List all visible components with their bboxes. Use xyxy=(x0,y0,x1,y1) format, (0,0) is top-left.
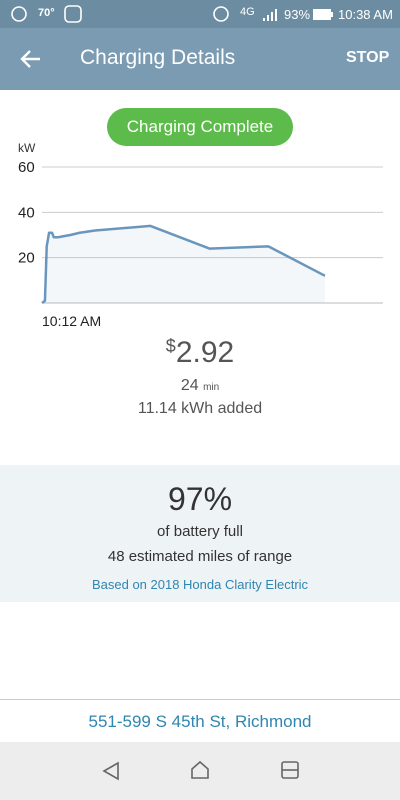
y-tick-label: 60 xyxy=(18,159,35,176)
y-tick-label: 40 xyxy=(18,204,35,221)
battery-label: of battery full xyxy=(157,523,243,540)
battery-icon xyxy=(313,9,333,20)
nav-bar xyxy=(0,742,400,800)
status-icon xyxy=(11,6,27,22)
status-bar: 70° 4G 93% 10:38 AM xyxy=(0,0,400,28)
area-fill xyxy=(42,225,325,303)
y-tick-label: 20 xyxy=(18,250,35,267)
currency: $ xyxy=(165,336,176,356)
cost: $2.92 xyxy=(0,336,400,370)
range: 48 estimated miles of range xyxy=(107,548,293,565)
network: 4G xyxy=(240,6,255,18)
stop-button[interactable]: STOP xyxy=(346,49,390,66)
duration: 24 min xyxy=(0,377,400,395)
status-pill: Charging Complete xyxy=(107,108,293,146)
x-tick-label: 10:12 AM xyxy=(42,313,101,329)
axis-label: kW xyxy=(18,141,36,155)
chart: kW 20 40 60 10:12 AM xyxy=(18,141,383,329)
energy: 11.14 kWh added xyxy=(137,400,263,417)
battery-level: 93% xyxy=(284,7,311,22)
duration-value: 24 xyxy=(180,377,199,394)
duration-unit: min xyxy=(203,382,220,393)
vehicle-link[interactable]: Based on 2018 Honda Clarity Electric xyxy=(91,577,309,592)
battery-percent: 97% xyxy=(167,481,233,517)
battery-panel: 97% of battery full 48 estimated miles o… xyxy=(0,465,400,602)
status-icon xyxy=(64,5,82,23)
nav-recents[interactable] xyxy=(279,759,301,781)
location[interactable]: 551-599 S 45th St, Richmond xyxy=(88,712,312,731)
app-bar: Charging Details STOP xyxy=(0,28,400,90)
cost-amount: 2.92 xyxy=(175,336,235,369)
screen-title: Charging Details xyxy=(80,46,236,69)
back-button[interactable] xyxy=(20,48,42,70)
power-line xyxy=(41,224,326,304)
signal-icon xyxy=(263,9,277,21)
nav-home[interactable] xyxy=(189,759,211,781)
clock: 10:38 AM xyxy=(338,7,393,22)
nav-back[interactable] xyxy=(100,760,122,782)
divider xyxy=(0,699,400,700)
temperature: 70° xyxy=(38,7,55,19)
status-icon xyxy=(213,6,229,22)
